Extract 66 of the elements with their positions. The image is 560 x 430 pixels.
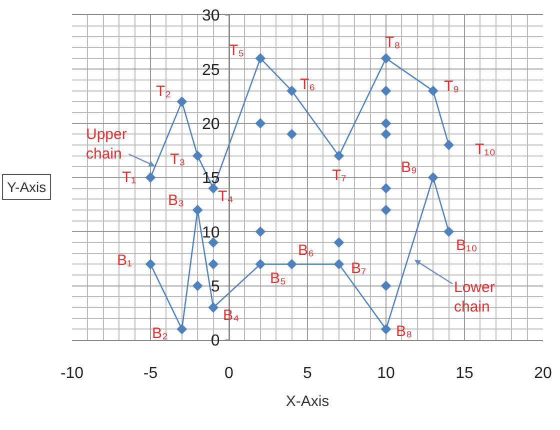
point [176, 324, 188, 334]
point [286, 258, 297, 270]
y-tick-label: 5 [210, 278, 220, 296]
point [334, 150, 344, 162]
point [444, 226, 454, 237]
y-axis-title: Y-Axis [7, 179, 46, 195]
annotation: T₂ [156, 83, 172, 100]
annotation: B₂ [152, 325, 168, 342]
x-tick-label: -5 [143, 365, 158, 382]
annotation: B₁₀ [456, 237, 478, 254]
point [255, 53, 266, 64]
point [380, 183, 392, 194]
annotation: B₈ [396, 323, 412, 340]
annotation: Lower chain [454, 279, 495, 316]
y-tick-label: 25 [202, 62, 220, 79]
annotation: T₉ [444, 78, 460, 95]
annotation: B₁ [117, 252, 132, 269]
y-tick-label: 10 [202, 224, 220, 242]
point [380, 204, 392, 216]
y-tick-label: 20 [202, 116, 220, 133]
point [192, 204, 203, 216]
point [428, 172, 438, 183]
point [444, 140, 454, 150]
point [145, 172, 156, 183]
point [380, 53, 392, 64]
x-tick-label: 15 [456, 365, 474, 382]
point [380, 280, 392, 292]
point [145, 258, 156, 270]
annotation: T₇ [332, 167, 346, 184]
annotation: B₇ [351, 260, 366, 277]
annotation: B₅ [270, 270, 286, 287]
x-tick-label: 20 [534, 365, 552, 382]
point [286, 128, 297, 140]
point [255, 118, 266, 129]
point [192, 280, 203, 292]
annotation: B₆ [298, 242, 314, 259]
x-tick-label: 10 [377, 365, 395, 382]
point [192, 150, 203, 162]
annotation: B₉ [401, 159, 418, 176]
point [428, 86, 438, 96]
x-tick-label: 5 [303, 365, 312, 382]
x-tick-label: 0 [224, 365, 234, 382]
point [380, 118, 392, 129]
annotation: Upper chain [86, 126, 127, 162]
x-tick-label: -10 [60, 365, 84, 382]
annotation: T₁₀ [475, 141, 496, 158]
point [208, 302, 218, 313]
annotation: T₈ [385, 34, 400, 51]
point [380, 324, 392, 334]
y-tick-label: 30 [202, 8, 220, 25]
annotation: T₆ [300, 76, 316, 93]
point [286, 86, 297, 96]
point [334, 237, 344, 248]
point [255, 258, 266, 270]
point [255, 226, 266, 237]
point [176, 96, 188, 107]
point [208, 237, 218, 248]
annotation: T₃ [170, 151, 186, 168]
point [334, 258, 344, 270]
x-axis-title: X-Axis [286, 393, 330, 410]
annotation: B₃ [168, 192, 184, 209]
point [380, 128, 392, 140]
y-tick-label: 0 [210, 332, 220, 350]
point [380, 86, 392, 96]
annotation: T₁ [122, 169, 136, 186]
point [208, 258, 218, 270]
